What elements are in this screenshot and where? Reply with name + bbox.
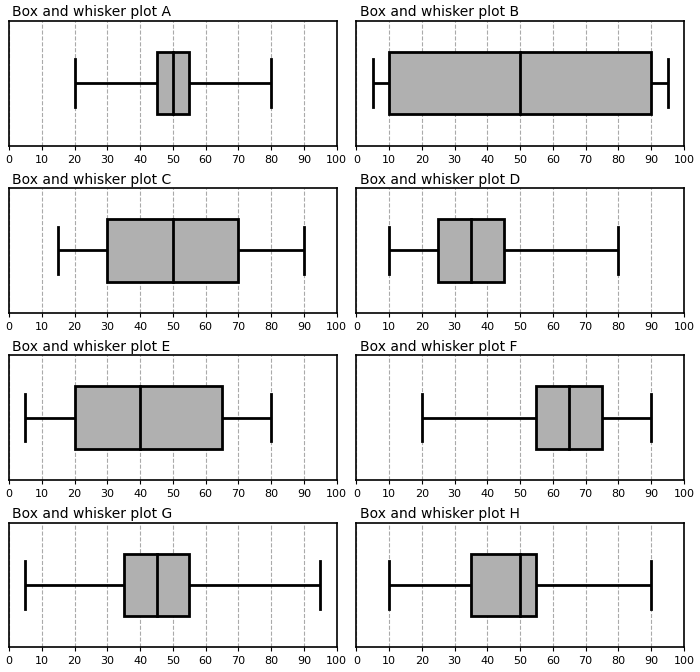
Text: Box and whisker plot C: Box and whisker plot C (13, 173, 172, 187)
Text: Box and whisker plot A: Box and whisker plot A (13, 5, 172, 19)
Bar (157, 52, 189, 114)
Text: Box and whisker plot F: Box and whisker plot F (360, 340, 517, 354)
Text: Box and whisker plot B: Box and whisker plot B (360, 5, 519, 19)
Text: Box and whisker plot E: Box and whisker plot E (13, 340, 171, 354)
Bar (75, 386, 222, 449)
Text: Box and whisker plot H: Box and whisker plot H (360, 507, 519, 521)
Bar (438, 219, 504, 282)
Bar (389, 52, 651, 114)
Bar (536, 386, 602, 449)
Bar (124, 554, 189, 616)
Text: Box and whisker plot D: Box and whisker plot D (360, 173, 520, 187)
Bar (107, 219, 239, 282)
Bar (471, 554, 536, 616)
Text: Box and whisker plot G: Box and whisker plot G (13, 507, 173, 521)
